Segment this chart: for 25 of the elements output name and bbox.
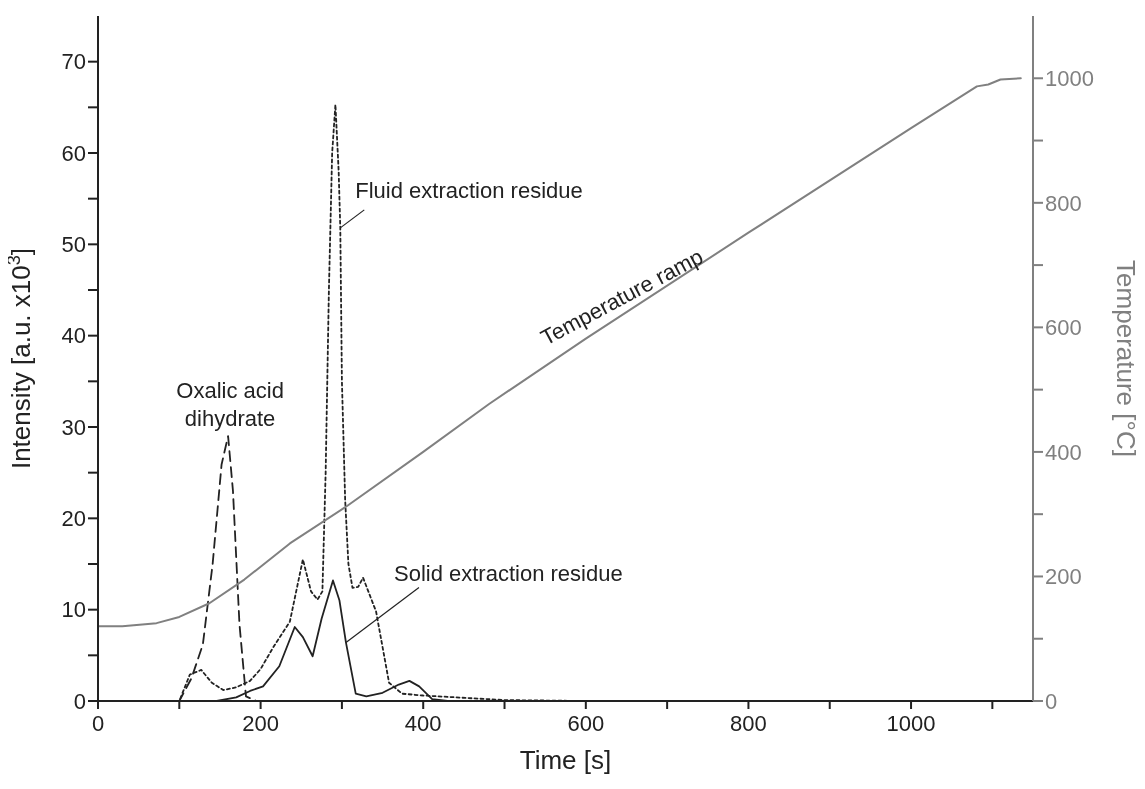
x-tick-label: 1000: [886, 710, 936, 736]
x-tick-label: 0: [91, 710, 105, 736]
y-tick-label: 70: [61, 49, 86, 75]
y-tick-label: 0: [73, 688, 86, 714]
y-tick-label: 10: [61, 597, 86, 623]
annotation: Oxalic acid dihydrate: [176, 378, 284, 432]
y-tick-label: 40: [61, 323, 86, 349]
x-tick-label: 200: [242, 710, 279, 736]
y2-tick-label: 800: [1045, 190, 1082, 216]
y2-axis-title: Temperature [°C]: [1111, 260, 1141, 457]
x-tick-label: 600: [567, 710, 605, 736]
y-tick-label: 50: [61, 232, 86, 258]
x-axis-title: Time [s]: [519, 745, 612, 775]
y2-tick-label: 200: [1045, 564, 1082, 590]
annotation: Solid extraction residue: [393, 560, 623, 586]
annotation: Fluid extraction residue: [355, 177, 583, 203]
y2-tick-label: 1000: [1045, 66, 1094, 92]
y-tick-label: 20: [61, 506, 86, 532]
y2-tick-label: 0: [1045, 688, 1058, 714]
x-tick-label: 800: [730, 710, 767, 736]
y2-tick-label: 400: [1045, 439, 1082, 465]
y2-tick-label: 600: [1045, 315, 1082, 341]
x-tick-label: 400: [404, 710, 442, 736]
y-tick-label: 60: [61, 140, 86, 166]
y-tick-label: 30: [61, 414, 86, 440]
